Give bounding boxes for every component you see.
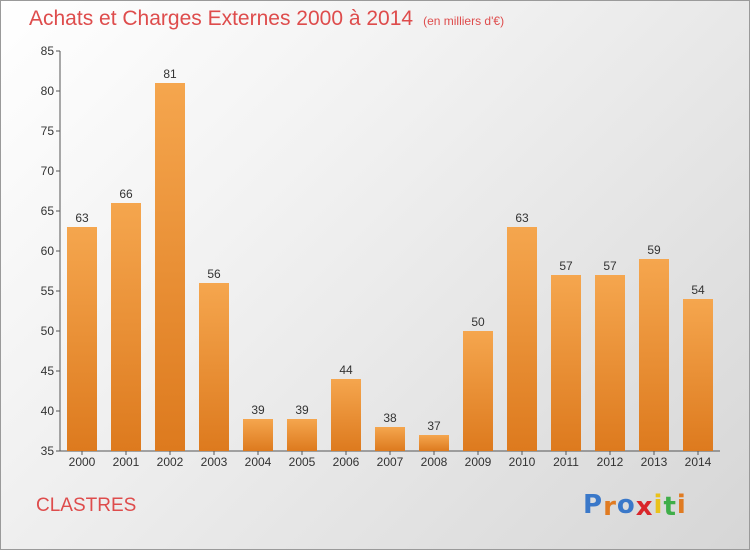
bar-2013 (639, 259, 669, 451)
bar-2002 (155, 83, 185, 451)
y-tick-label: 80 (41, 84, 55, 98)
bar-2006 (331, 379, 361, 451)
x-tick-label: 2003 (201, 455, 228, 469)
proxiti-logo[interactable]: Proxiti (583, 490, 687, 522)
data-label: 63 (515, 211, 529, 225)
title-row: Achats et Charges Externes 2000 à 2014 (e… (29, 7, 504, 31)
bar-2004 (243, 419, 273, 451)
x-tick-label: 2004 (245, 455, 272, 469)
bar-2009 (463, 331, 493, 451)
data-label: 59 (647, 243, 661, 257)
x-tick-label: 2010 (509, 455, 536, 469)
data-label: 63 (75, 211, 89, 225)
y-tick-label: 40 (41, 404, 55, 418)
data-label: 81 (163, 67, 177, 81)
x-axis: 2000 2001 2002 2003 2004 2005 2006 2007 2008 2009… (60, 450, 720, 469)
x-tick-label: 2012 (597, 455, 624, 469)
x-tick-label: 2008 (421, 455, 448, 469)
bar-2000 (67, 227, 97, 451)
x-tick-label: 2005 (289, 455, 316, 469)
x-tick-label: 2000 (69, 455, 96, 469)
data-label: 39 (251, 403, 265, 417)
bar-2001 (111, 203, 141, 451)
bar-2014 (683, 299, 713, 451)
chart-subtitle: (en milliers d'€) (423, 14, 505, 28)
x-tick-label: 2013 (641, 455, 668, 469)
data-label: 54 (691, 283, 705, 297)
data-label: 57 (559, 259, 573, 273)
logo-letter: x (635, 492, 654, 522)
y-tick-label: 45 (41, 364, 55, 378)
data-label: 44 (339, 363, 353, 377)
x-tick-label: 2002 (157, 455, 184, 469)
logo-letter: i (653, 490, 664, 520)
x-tick-label: 2009 (465, 455, 492, 469)
y-tick-label: 70 (41, 164, 55, 178)
data-label: 57 (603, 259, 617, 273)
data-labels: 63 66 81 56 39 39 44 38 37 50 63 57 57 59 54 (75, 67, 705, 433)
logo-letter: P (583, 490, 604, 520)
bar-2003 (199, 283, 229, 451)
logo-letter: o (616, 490, 636, 520)
y-tick-label: 65 (41, 204, 55, 218)
bar-2010 (507, 227, 537, 451)
data-label: 66 (119, 187, 133, 201)
data-label: 38 (383, 411, 397, 425)
bars (67, 83, 713, 451)
data-label: 39 (295, 403, 309, 417)
x-tick-label: 2011 (553, 455, 579, 469)
y-tick-label: 50 (41, 324, 55, 338)
logo-letter: r (603, 492, 617, 522)
bar-2007 (375, 427, 405, 451)
y-tick-label: 35 (41, 444, 55, 458)
x-tick-label: 2006 (333, 455, 360, 469)
y-tick-label: 85 (41, 44, 55, 58)
bar-2011 (551, 275, 581, 451)
commune-name: CLASTRES (36, 495, 137, 516)
data-label: 37 (427, 419, 441, 433)
y-tick-label: 55 (41, 284, 55, 298)
x-tick-label: 2007 (377, 455, 404, 469)
bar-2005 (287, 419, 317, 451)
data-label: 56 (207, 267, 221, 281)
bar-2012 (595, 275, 625, 451)
bar-2008 (419, 435, 449, 451)
y-tick-label: 75 (41, 124, 55, 138)
x-tick-label: 2001 (113, 455, 140, 469)
data-label: 50 (471, 315, 485, 329)
chart-title: Achats et Charges Externes 2000 à 2014 (29, 7, 414, 30)
x-tick-label: 2014 (685, 455, 712, 469)
y-tick-label: 60 (41, 244, 55, 258)
logo-letter: t (663, 492, 677, 522)
logo-letter: i (676, 490, 687, 520)
y-axis: 35 40 45 50 55 60 65 70 75 80 85 (41, 44, 61, 458)
